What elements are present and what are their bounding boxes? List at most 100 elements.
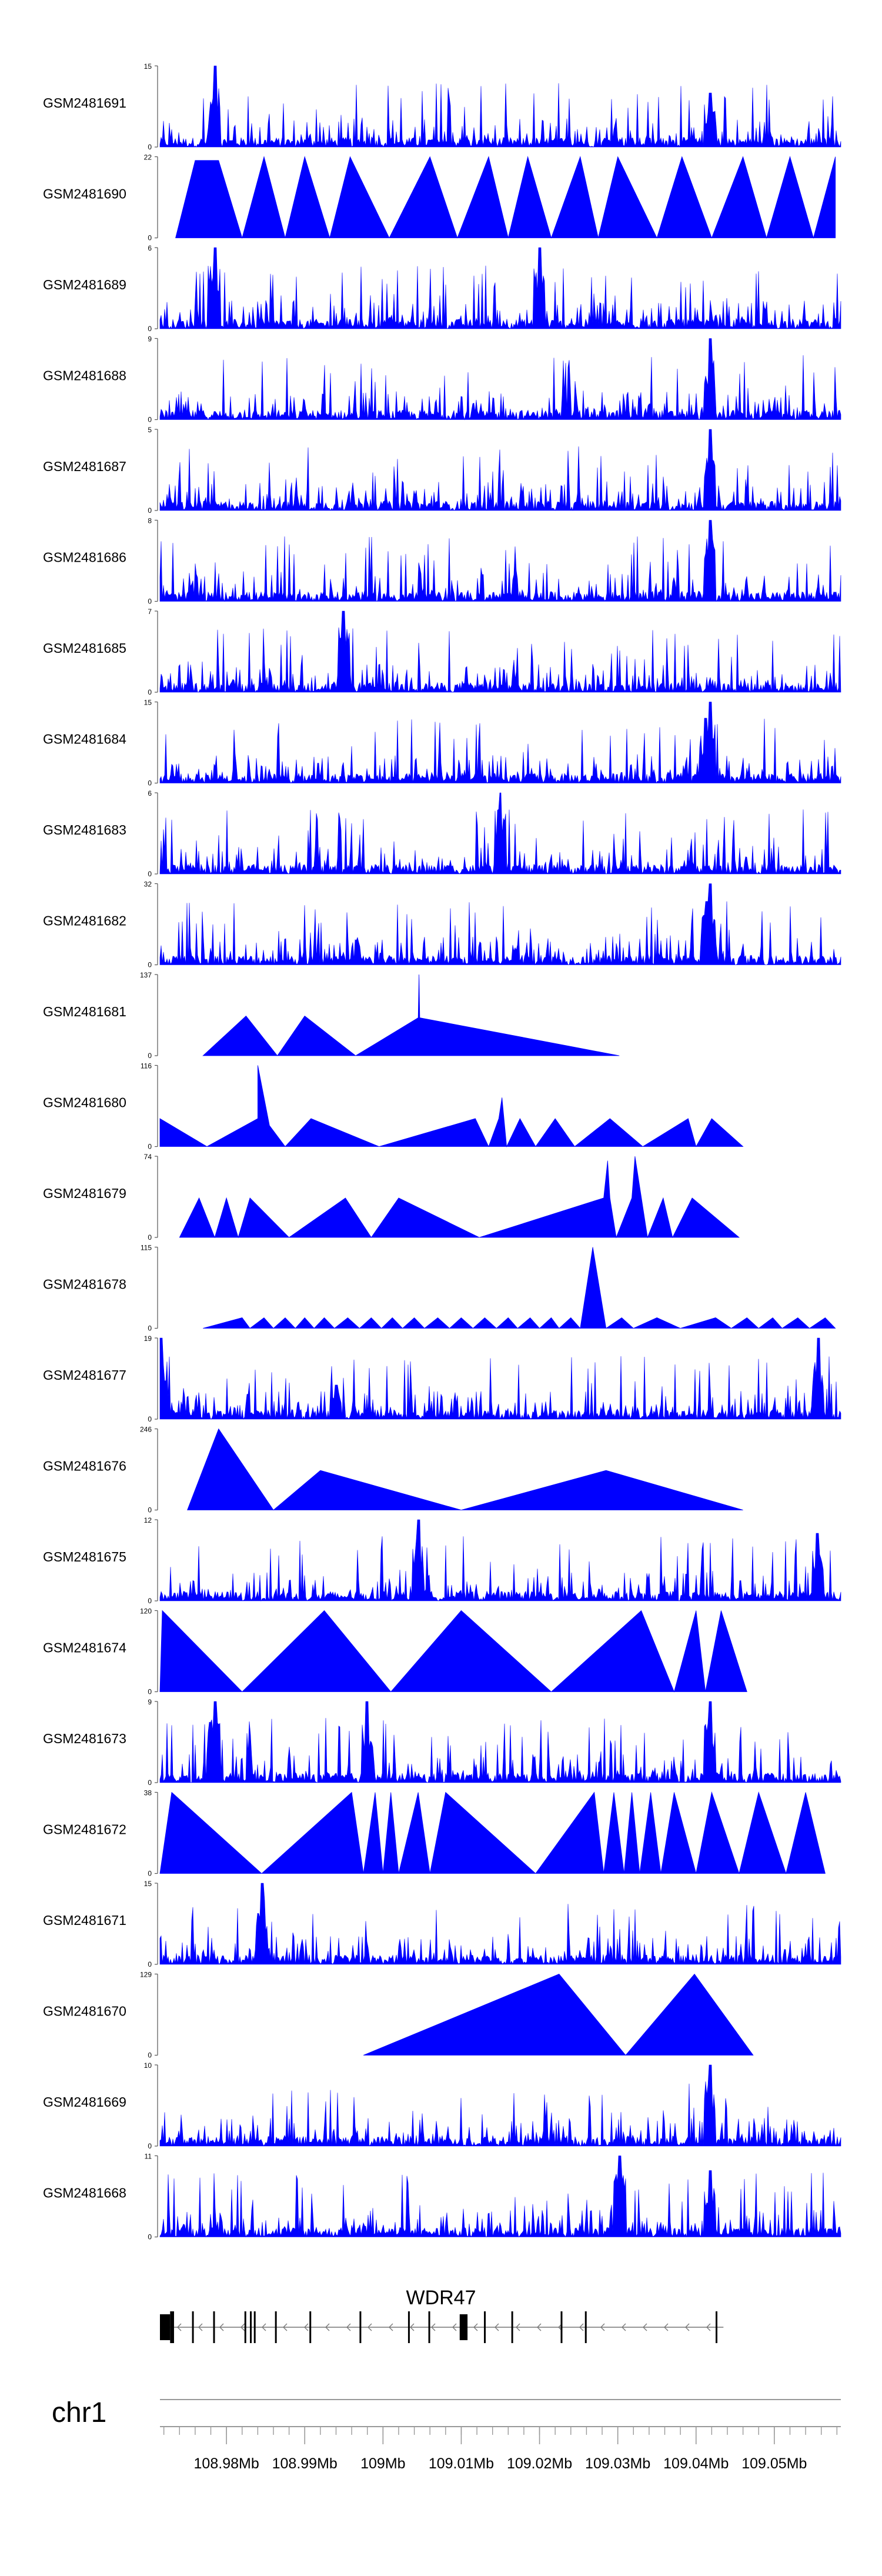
x-axis-ticks: 108.98Mb 108.99Mb 109Mb 109.01Mb 109.02Mb 109… — [163, 2427, 838, 2472]
y-max-label: 5 — [148, 426, 152, 434]
x-tick-label: 108.98Mb — [194, 2455, 259, 2472]
y-min-label: 0 — [148, 961, 152, 969]
track-label: GSM2481688 — [43, 368, 126, 383]
strand-arrow — [643, 2323, 647, 2331]
coverage-area — [159, 610, 841, 693]
gene-model — [160, 2311, 724, 2343]
y-min-label: 0 — [148, 779, 152, 788]
strand-arrow — [431, 2323, 436, 2331]
track-GSM2481685: GSM2481685 7 0 — [43, 608, 841, 696]
exon-16 — [560, 2311, 563, 2343]
y-max-label: 19 — [144, 1334, 152, 1343]
track-GSM2481670: GSM2481670 129 0 — [43, 1971, 754, 2060]
strand-arrow — [325, 2323, 330, 2331]
y-min-label: 0 — [148, 598, 152, 606]
coverage-area — [159, 1519, 841, 1602]
track-GSM2481687: GSM2481687 5 0 — [43, 426, 841, 515]
track-GSM2481675: GSM2481675 12 0 — [43, 1516, 841, 1605]
track-GSM2481677: GSM2481677 19 0 — [43, 1334, 841, 1423]
y-max-label: 10 — [144, 2061, 152, 2070]
coverage-area — [175, 155, 836, 239]
y-min-label: 0 — [148, 2142, 152, 2150]
strand-arrow — [410, 2323, 415, 2331]
exon-10 — [359, 2311, 362, 2343]
x-tick-label: 108.99Mb — [272, 2455, 338, 2472]
track-GSM2481691: GSM2481691 15 0 — [43, 62, 841, 151]
strand-arrow — [473, 2323, 478, 2331]
y-max-label: 32 — [144, 880, 152, 889]
y-max-label: 129 — [140, 1971, 152, 1979]
strand-arrow — [516, 2323, 520, 2331]
x-tick-label: 109.01Mb — [429, 2455, 494, 2472]
track-label: GSM2481672 — [43, 1822, 126, 1837]
track-GSM2481676: GSM2481676 246 0 — [43, 1426, 743, 1514]
y-max-label: 9 — [148, 335, 152, 343]
y-min-label: 0 — [148, 870, 152, 878]
track-label: GSM2481674 — [43, 1640, 126, 1656]
coverage-area — [159, 792, 841, 875]
track-GSM2481681: GSM2481681 137 0 — [43, 971, 620, 1060]
track-GSM2481688: GSM2481688 9 0 — [43, 335, 841, 424]
y-max-label: 11 — [145, 2153, 152, 2161]
y-min-label: 0 — [148, 2233, 152, 2241]
strand-arrow — [685, 2323, 690, 2331]
strand-arrow — [622, 2323, 626, 2331]
exon-3 — [192, 2311, 194, 2343]
x-tick-label: 109.02Mb — [507, 2455, 572, 2472]
y-max-label: 8 — [148, 517, 152, 525]
coverage-area — [187, 1428, 743, 1511]
x-tick-label: 109.03Mb — [585, 2455, 650, 2472]
track-GSM2481674: GSM2481674 120 0 — [43, 1607, 747, 1696]
coverage-area — [159, 429, 841, 511]
exon-5 — [244, 2311, 246, 2343]
coverage-area — [159, 65, 841, 148]
track-label: GSM2481676 — [43, 1459, 126, 1474]
strand-arrow — [600, 2323, 605, 2331]
track-GSM2481686: GSM2481686 8 0 — [43, 517, 841, 606]
y-min-label: 0 — [148, 1506, 152, 1514]
y-min-label: 0 — [148, 143, 152, 151]
strand-arrow — [198, 2323, 203, 2331]
coverage-area — [159, 1883, 841, 1965]
coverage-area — [159, 520, 841, 602]
exon-14 — [484, 2311, 486, 2343]
track-GSM2481680: GSM2481680 116 0 — [43, 1062, 744, 1151]
coverage-area — [159, 247, 841, 329]
y-min-label: 0 — [148, 1415, 152, 1423]
track-label: GSM2481671 — [43, 1913, 126, 1928]
coverage-area — [159, 1701, 841, 1783]
track-GSM2481689: GSM2481689 6 0 — [43, 244, 841, 333]
x-tick-label: 109.05Mb — [741, 2455, 807, 2472]
exon-1 — [160, 2314, 171, 2340]
y-min-label: 0 — [148, 325, 152, 333]
y-max-label: 115 — [141, 1244, 152, 1252]
y-min-label: 0 — [148, 688, 152, 696]
track-label: GSM2481670 — [43, 2004, 126, 2019]
track-label: GSM2481685 — [43, 640, 126, 656]
exon-12 — [428, 2311, 430, 2343]
track-GSM2481673: GSM2481673 9 0 — [43, 1698, 841, 1787]
chromosome-label: chr1 — [52, 2397, 106, 2428]
exon-8 — [275, 2311, 277, 2343]
track-GSM2481679: GSM2481679 74 0 — [43, 1153, 740, 1242]
track-label: GSM2481690 — [43, 186, 126, 202]
track-GSM2481671: GSM2481671 15 0 — [43, 1880, 841, 1968]
coverage-area — [159, 1791, 826, 1874]
exon-7 — [253, 2311, 256, 2343]
track-GSM2481672: GSM2481672 38 0 — [43, 1789, 826, 1878]
coverage-area — [159, 2155, 841, 2238]
y-max-label: 74 — [144, 1153, 152, 1161]
strand-arrow — [495, 2323, 499, 2331]
track-label: GSM2481684 — [43, 732, 126, 747]
track-label: GSM2481681 — [43, 1004, 126, 1019]
y-min-label: 0 — [148, 1597, 152, 1605]
coverage-area — [159, 1610, 747, 1693]
strand-arrow — [664, 2323, 669, 2331]
y-max-label: 15 — [144, 1880, 152, 1888]
y-min-label: 0 — [148, 1324, 152, 1333]
strand-arrow — [368, 2323, 372, 2331]
track-label: GSM2481680 — [43, 1095, 126, 1110]
strand-arrow — [219, 2323, 224, 2331]
coverage-area — [363, 1973, 754, 2056]
y-max-label: 120 — [140, 1607, 152, 1616]
